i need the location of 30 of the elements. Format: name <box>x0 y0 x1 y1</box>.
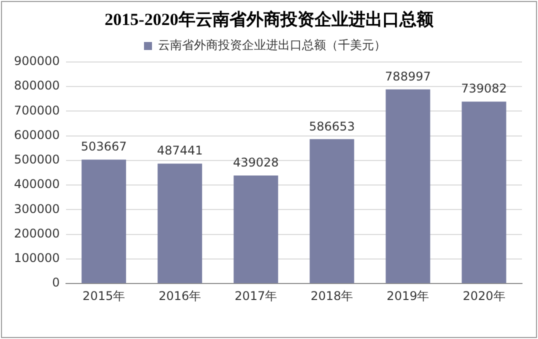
chart-title: 2015-2020年云南省外商投资企业进出口总额 <box>104 9 434 31</box>
y-tick-label: 400000 <box>14 177 60 192</box>
bar <box>310 139 354 284</box>
bar <box>386 89 430 284</box>
x-tick-label: 2019年 <box>386 288 430 303</box>
x-tick-label: 2017年 <box>234 288 278 303</box>
y-tick-label: 600000 <box>14 128 60 142</box>
data-label: 503667 <box>80 140 127 154</box>
data-label: 788997 <box>385 69 431 84</box>
legend-label: 云南省外商投资企业进出口总额（千美元） <box>158 38 386 52</box>
x-tick-label: 2016年 <box>158 288 202 303</box>
y-tick-label: 0 <box>52 276 60 290</box>
y-tick-label: 300000 <box>14 202 60 216</box>
data-label: 439028 <box>232 156 279 170</box>
bar <box>158 164 202 284</box>
y-tick-label: 500000 <box>14 152 60 167</box>
bar <box>462 102 506 284</box>
data-label: 739082 <box>461 82 507 96</box>
data-label: 487441 <box>156 144 203 158</box>
y-tick-label: 900000 <box>14 54 60 68</box>
y-tick-label: 800000 <box>14 78 60 93</box>
y-tick-label: 700000 <box>14 103 60 118</box>
y-tick-label: 100000 <box>14 251 60 266</box>
bar <box>234 176 278 284</box>
x-tick-label: 2020年 <box>462 288 506 303</box>
y-tick-label: 200000 <box>14 226 60 240</box>
bar <box>82 160 126 284</box>
x-tick-label: 2018年 <box>310 288 354 303</box>
x-tick-label: 2015年 <box>82 288 126 303</box>
data-label: 586653 <box>309 119 355 134</box>
